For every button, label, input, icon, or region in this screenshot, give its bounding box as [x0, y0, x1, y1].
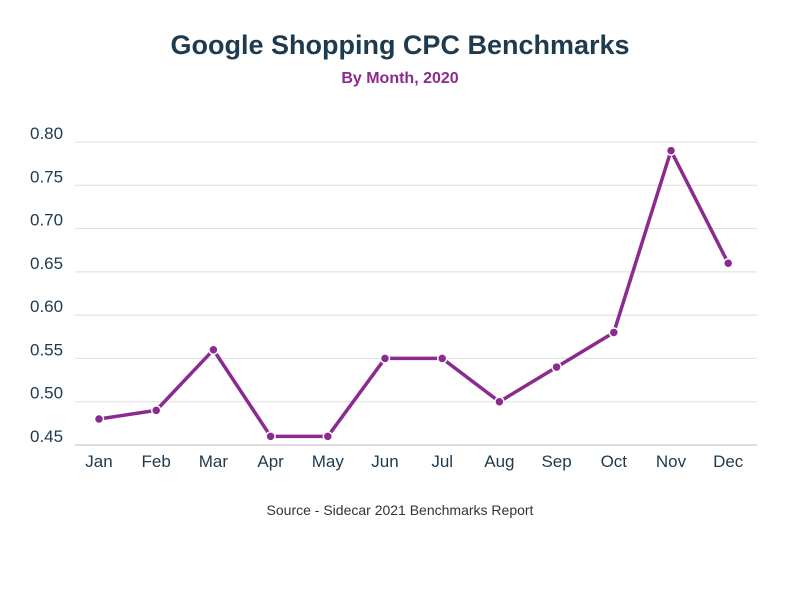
y-tick-label: 0.65 — [30, 254, 63, 273]
x-tick-label: Sep — [541, 452, 571, 471]
chart-title: Google Shopping CPC Benchmarks — [170, 30, 630, 60]
y-tick-label: 0.80 — [30, 124, 63, 143]
y-tick-label: 0.60 — [30, 297, 63, 316]
y-tick-label: 0.55 — [30, 340, 63, 359]
data-point — [150, 405, 162, 416]
data-point — [322, 431, 334, 442]
x-tick-label: Nov — [656, 452, 687, 471]
y-tick-label: 0.75 — [30, 167, 63, 186]
data-point — [551, 361, 562, 373]
y-tick-label: 0.45 — [30, 427, 63, 446]
x-tick-label: Aug — [484, 452, 514, 471]
data-point — [436, 353, 448, 364]
chart-subtitle: By Month, 2020 — [341, 70, 459, 87]
x-tick-label: Jul — [431, 452, 453, 471]
data-point — [265, 431, 276, 442]
x-tick-label: Oct — [601, 452, 628, 471]
data-point — [608, 327, 620, 338]
y-tick-label: 0.50 — [30, 384, 63, 403]
y-tick-label: 0.70 — [30, 211, 63, 230]
x-tick-label: Apr — [257, 452, 284, 471]
x-tick-label: Mar — [199, 452, 229, 471]
x-tick-label: Jun — [371, 452, 398, 471]
data-point — [722, 257, 734, 269]
chart-source: Source - Sidecar 2021 Benchmarks Report — [266, 502, 534, 518]
x-tick-label: Dec — [713, 452, 744, 471]
x-tick-label: Jan — [85, 452, 112, 471]
data-point — [494, 396, 505, 407]
x-tick-label: May — [312, 452, 345, 471]
data-point — [665, 145, 677, 156]
x-tick-label: Feb — [142, 452, 171, 471]
data-point — [208, 344, 219, 356]
data-point — [379, 353, 391, 364]
series-line — [98, 148, 730, 439]
data-point — [93, 413, 105, 425]
